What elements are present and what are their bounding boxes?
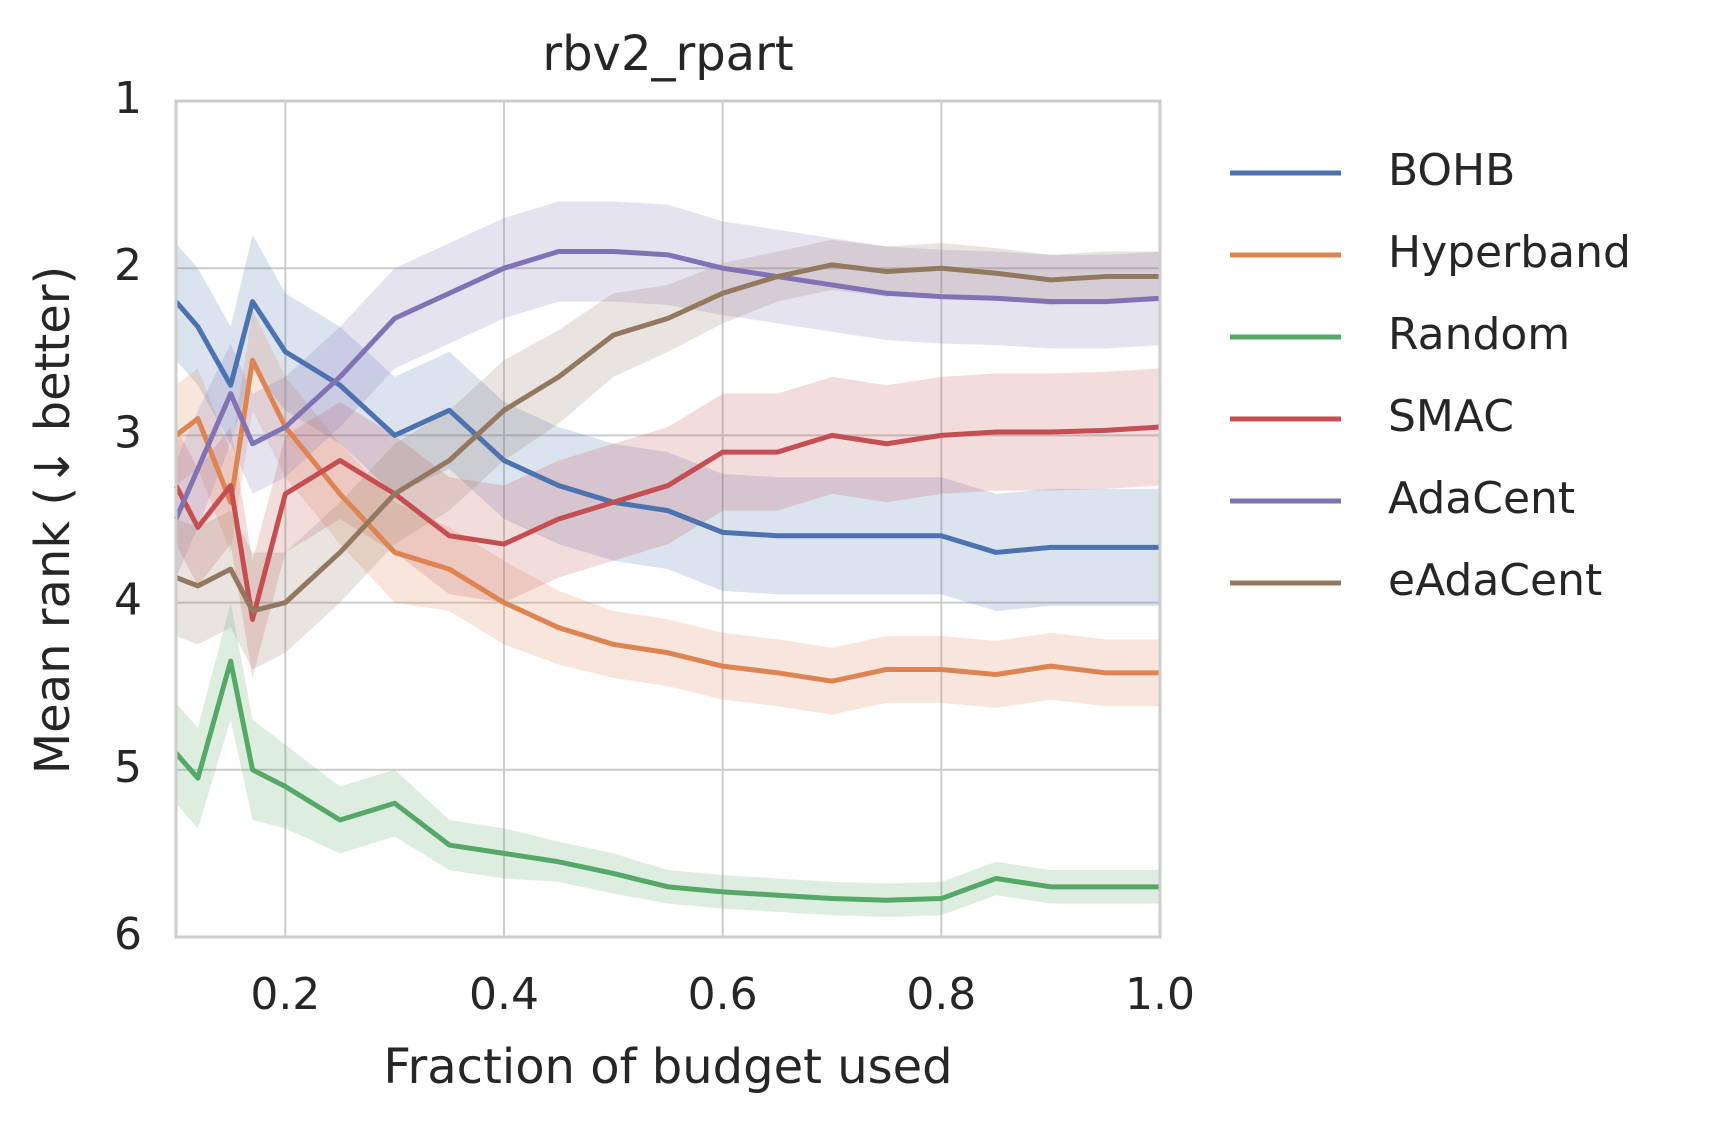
line [173,248,1161,520]
legend-label: eAdaCent [1388,555,1602,606]
x-tick-label: 0.8 [906,969,976,1020]
chart-title: rbv2_rpart [542,26,793,82]
y-tick-label: 3 [114,407,142,458]
y-tick-label: 6 [114,909,142,960]
x-tick-label: 1.0 [1125,969,1195,1020]
plot-frame [174,99,1162,939]
line [174,658,1160,903]
line [173,424,1161,622]
error-band [176,310,1160,715]
legend-label: Hyperband [1388,227,1631,278]
legend-label: AdaCent [1388,473,1575,524]
error-band [176,234,1160,611]
y-tick-label: 2 [114,240,142,291]
legend-label: BOHB [1388,145,1515,196]
error-band [176,602,1160,917]
x-tick-label: 0.2 [250,969,320,1020]
line [175,262,1160,614]
line [174,357,1160,684]
x-tick-label: 0.4 [469,969,539,1020]
y-tick-label: 1 [114,73,142,124]
error-band [176,368,1160,678]
legend-label: Random [1388,309,1570,360]
y-tick-label: 4 [114,575,142,626]
y-tick-label: 5 [114,742,142,793]
legend-label: SMAC [1388,391,1514,442]
error-band [176,239,1160,670]
x-tick-label: 0.6 [688,969,758,1020]
x-axis-label: Fraction of budget used [383,1039,952,1095]
y-axis-label: Mean rank (↓ better) [25,266,81,775]
